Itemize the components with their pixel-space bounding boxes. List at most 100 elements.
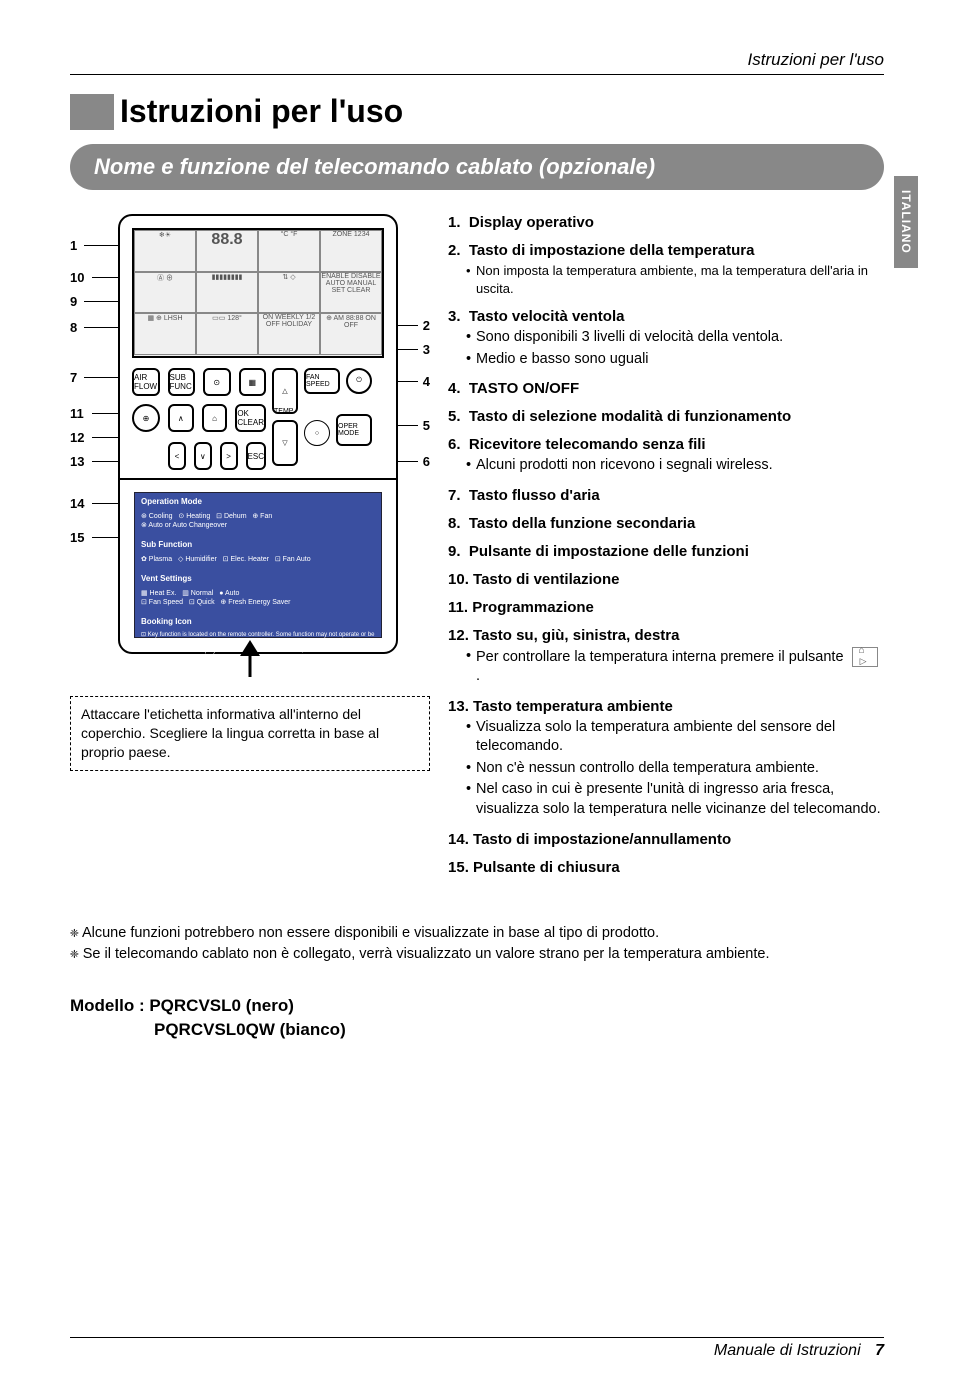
footer-text: Manuale di Istruzioni — [714, 1342, 861, 1359]
right-button[interactable]: > — [220, 442, 238, 470]
callout-line — [92, 277, 118, 278]
arrow-stem — [249, 655, 252, 677]
home-nav-icon — [852, 647, 878, 667]
callout-14: 14 — [70, 496, 84, 511]
panel-row: ⊛ Cooling ⊙ Heating ⊡ Dehum ⊕ Fan⊗ Auto … — [135, 506, 381, 536]
sub-func-button[interactable]: SUB FUNC — [168, 368, 196, 396]
feature-item: 12. Tasto su, giù, sinistra, destra Per … — [448, 627, 884, 687]
model-info: Modello : PQRCVSL0 (nero) PQRCVSL0QW (bi… — [70, 994, 884, 1042]
footnote: ❈ Alcune funzioni potrebbero non essere … — [70, 923, 884, 945]
footnotes: ❈ Alcune funzioni potrebbero non essere … — [70, 923, 884, 967]
fan-speed-button[interactable]: FAN SPEED — [304, 368, 340, 394]
diagram-column: 1 10 9 8 7 11 12 13 14 15 — [70, 214, 430, 887]
panel-row-title: Operation Mode — [135, 493, 381, 506]
callout-10: 10 — [70, 270, 84, 285]
panel-row: ▦ Heat Ex. ▥ Normal ● Auto⊡ Fan Speed ⊡ … — [135, 583, 381, 613]
button-row-3: < ∨ > ESC — [168, 442, 266, 470]
callout-9: 9 — [70, 294, 77, 309]
feature-sub: Medio e basso sono uguali — [466, 350, 884, 370]
panel-row: ✿ Plasma ◇ Humidifier ⊡ Elec. Heater ⊡ F… — [135, 549, 381, 570]
callout-8: 8 — [70, 320, 77, 335]
page-footer: Manuale di Istruzioni 7 — [70, 1337, 884, 1360]
down-button[interactable]: ∨ — [194, 442, 212, 470]
callout-line — [92, 413, 118, 414]
button-row-2: ⊕ ∧ ⌂ OK CLEAR — [132, 404, 266, 432]
temp-label: TEMP — [274, 408, 293, 415]
feature-sub: Visualizza solo la temperatura ambiente … — [466, 718, 884, 757]
callout-line — [396, 381, 418, 382]
title-row: Istruzioni per l'uso — [70, 93, 884, 130]
callout-line — [396, 349, 418, 350]
callout-13: 13 — [70, 454, 84, 469]
feature-item: 15. Pulsante di chiusura — [448, 859, 884, 876]
ir-receiver: ○ — [304, 420, 330, 446]
feature-sub: Non c'è nessun controllo della temperatu… — [466, 759, 884, 779]
esc-button[interactable]: ESC — [246, 442, 266, 470]
callout-15: 15 — [70, 530, 84, 545]
feature-item: 5. Tasto di selezione modalità di funzio… — [448, 408, 884, 425]
feature-sub: Nel caso in cui è presente l'unità di in… — [466, 780, 884, 819]
feature-item: 11. Programmazione — [448, 599, 884, 616]
feature-sub: Alcuni prodotti non ricevono i segnali w… — [466, 456, 884, 476]
callout-line — [84, 245, 118, 246]
callout-3: 3 — [423, 342, 430, 357]
air-flow-button[interactable]: AIR FLOW — [132, 368, 160, 396]
feature-item: 4. TASTO ON/OFF — [448, 380, 884, 397]
feature-item: 7. Tasto flusso d'aria — [448, 487, 884, 504]
left-button[interactable]: < — [168, 442, 186, 470]
feature-item: 1. Display operativo — [448, 214, 884, 231]
ok-clear-button[interactable]: OK CLEAR — [235, 404, 266, 432]
feature-item: 2. Tasto di impostazione della temperatu… — [448, 242, 884, 297]
callout-line — [84, 327, 118, 328]
callout-line — [84, 301, 118, 302]
feature-item: 6. Ricevitore telecomando senza fili Alc… — [448, 436, 884, 476]
temp-down-button[interactable]: ▽ — [272, 420, 298, 466]
remote-body: ❄☀88.8°C °FZONE 1234 Ⓐ ⊕▮▮▮▮▮▮▮▮⇅ ◇ENABL… — [118, 214, 398, 654]
button-row-1: AIR FLOW SUB FUNC ⊙ ▦ — [132, 368, 266, 396]
timer-button[interactable]: ⊕ — [132, 404, 160, 432]
feature-item: 14. Tasto di impostazione/annullamento — [448, 831, 884, 848]
info-label-panel: Operation Mode ⊛ Cooling ⊙ Heating ⊡ Deh… — [134, 492, 382, 638]
callout-line — [92, 537, 118, 538]
feature-item: 10. Tasto di ventilazione — [448, 571, 884, 588]
lcd-display: ❄☀88.8°C °FZONE 1234 Ⓐ ⊕▮▮▮▮▮▮▮▮⇅ ◇ENABL… — [132, 228, 384, 358]
feature-sub: Sono disponibili 3 livelli di velocità d… — [466, 328, 884, 348]
callout-line — [396, 461, 418, 462]
section-subtitle: Nome e funzione del telecomando cablato … — [70, 144, 884, 190]
label-instruction-box: Attaccare l'etichetta informativa all'in… — [70, 696, 430, 771]
footnote: ❈ Se il telecomando cablato non è colleg… — [70, 944, 884, 966]
remote-diagram: 1 10 9 8 7 11 12 13 14 15 — [70, 214, 430, 684]
power-button[interactable]: ⏻ — [346, 368, 372, 394]
callout-6: 6 — [423, 454, 430, 469]
callout-2: 2 — [423, 318, 430, 333]
callout-5: 5 — [423, 418, 430, 433]
callout-line — [92, 437, 118, 438]
callout-line — [92, 461, 118, 462]
feature-column: 1. Display operativo 2. Tasto di imposta… — [448, 214, 884, 887]
feature-sub: Per controllare la temperatura interna p… — [466, 647, 884, 687]
callout-11: 11 — [70, 406, 84, 421]
callout-line — [396, 325, 418, 326]
feature-sub: Non imposta la temperatura ambiente, ma … — [466, 262, 884, 297]
page-title: Istruzioni per l'uso — [120, 93, 403, 130]
oper-mode-button[interactable]: OPER MODE — [336, 414, 372, 446]
panel-row-title: Booking Icon — [135, 613, 381, 626]
arrow-up-icon — [240, 640, 260, 656]
callout-1: 1 — [70, 238, 77, 253]
callout-12: 12 — [70, 430, 84, 445]
callout-line — [396, 425, 418, 426]
panel-row-title: Sub Function — [135, 536, 381, 549]
up-button[interactable]: ∧ — [168, 404, 194, 432]
callout-4: 4 — [423, 374, 430, 389]
callout-7: 7 — [70, 370, 77, 385]
feature-item: 9. Pulsante di impostazione delle funzio… — [448, 543, 884, 560]
panel-row-title: Vent Settings — [135, 570, 381, 583]
grid-button[interactable]: ▦ — [239, 368, 267, 396]
callout-line — [84, 377, 118, 378]
right-button-cluster: △ ▽ TEMP FAN SPEED ⏻ ○ OPER MODE — [272, 368, 372, 468]
home-button[interactable]: ⌂ — [202, 404, 228, 432]
target-button[interactable]: ⊙ — [203, 368, 231, 396]
running-header: Istruzioni per l'uso — [70, 50, 884, 75]
feature-list: 1. Display operativo 2. Tasto di imposta… — [448, 214, 884, 876]
panel-divider — [120, 478, 396, 480]
